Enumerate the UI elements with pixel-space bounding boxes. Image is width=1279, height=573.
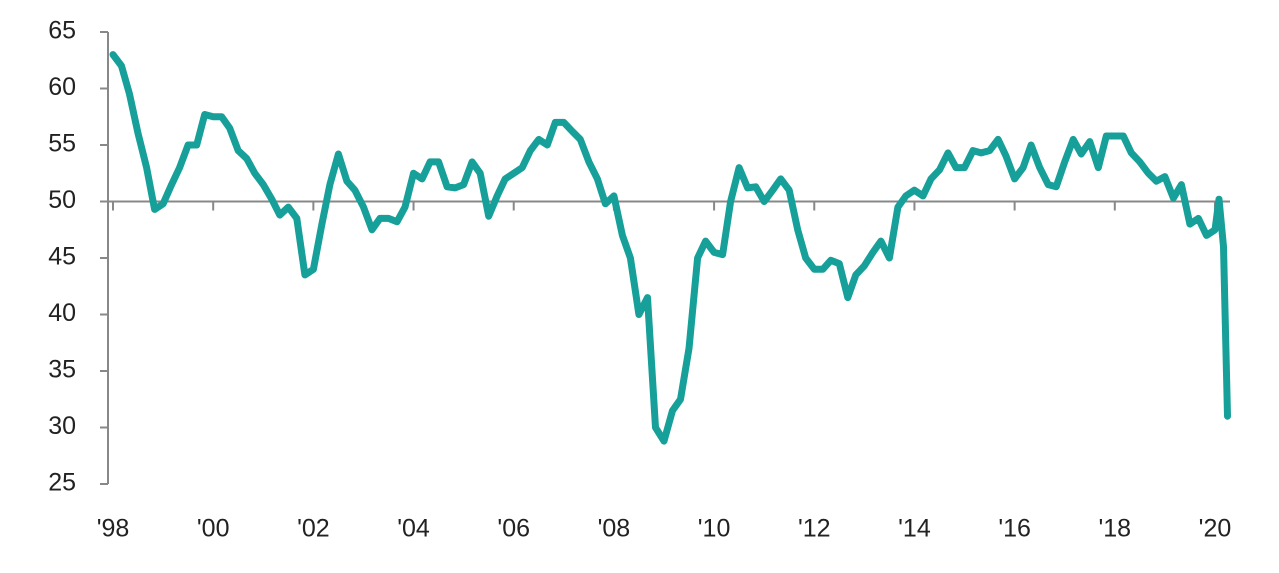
y-tick-label: 55 — [48, 130, 76, 158]
y-tick-label: 25 — [48, 469, 76, 497]
x-tick-label: '10 — [698, 515, 731, 543]
x-tick-label: '12 — [798, 515, 831, 543]
x-tick-label: '16 — [998, 515, 1031, 543]
y-tick-label: 30 — [48, 412, 76, 440]
x-tick-label: '08 — [598, 515, 631, 543]
y-tick-label: 60 — [48, 73, 76, 101]
y-tick-label: 40 — [48, 299, 76, 327]
x-tick-label: '20 — [1199, 515, 1232, 543]
x-tick-label: '18 — [1098, 515, 1131, 543]
y-tick-label: 50 — [48, 186, 76, 214]
y-tick-label: 65 — [48, 17, 76, 45]
x-tick-label: '04 — [397, 515, 430, 543]
x-tick-label: '14 — [898, 515, 931, 543]
y-tick-label: 35 — [48, 356, 76, 384]
x-tick-label: '98 — [97, 515, 130, 543]
x-tick-label: '02 — [297, 515, 330, 543]
x-tick-label: '00 — [197, 515, 230, 543]
y-tick-label: 45 — [48, 243, 76, 271]
line-series — [109, 51, 1231, 445]
x-tick-label: '06 — [497, 515, 530, 543]
